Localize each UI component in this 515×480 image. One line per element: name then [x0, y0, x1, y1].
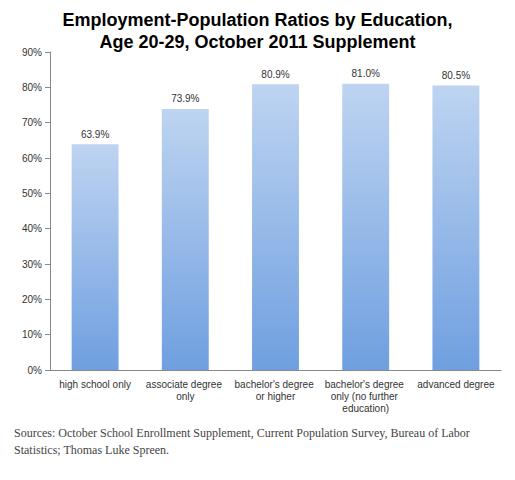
svg-text:education): education) [342, 403, 389, 414]
svg-text:70%: 70% [22, 117, 42, 128]
svg-text:high school only: high school only [59, 379, 131, 390]
svg-text:63.9%: 63.9% [81, 129, 109, 140]
svg-text:associate degree: associate degree [146, 379, 225, 390]
svg-text:Employment-Population Ratios b: Employment-Population Ratios by Educatio… [62, 10, 452, 30]
svg-text:81.0%: 81.0% [352, 68, 380, 79]
svg-text:Sources: October School Enroll: Sources: October School Enrollment Suppl… [14, 426, 473, 440]
svg-text:80%: 80% [22, 82, 42, 93]
svg-text:80.9%: 80.9% [261, 69, 289, 80]
svg-text:Age 20-29, October 2011 Supple: Age 20-29, October 2011 Supplement [99, 32, 415, 52]
svg-text:Statistics; Thomas Luke Spreen: Statistics; Thomas Luke Spreen. [14, 443, 169, 457]
svg-text:0%: 0% [28, 365, 43, 376]
svg-text:73.9%: 73.9% [171, 93, 199, 104]
svg-text:90%: 90% [22, 47, 42, 58]
svg-text:10%: 10% [22, 329, 42, 340]
svg-text:advanced degree: advanced degree [417, 379, 495, 390]
svg-text:30%: 30% [22, 259, 42, 270]
svg-text:bachelor's degree: bachelor's degree [235, 379, 317, 390]
svg-text:40%: 40% [22, 223, 42, 234]
svg-text:80.5%: 80.5% [442, 70, 470, 81]
svg-text:only (no further: only (no further [331, 391, 401, 402]
svg-text:only: only [176, 391, 194, 402]
svg-text:bachelor's degree: bachelor's degree [325, 379, 407, 390]
svg-text:60%: 60% [22, 153, 42, 164]
svg-text:50%: 50% [22, 188, 42, 199]
svg-text:or higher: or higher [256, 391, 296, 402]
svg-text:20%: 20% [22, 294, 42, 305]
